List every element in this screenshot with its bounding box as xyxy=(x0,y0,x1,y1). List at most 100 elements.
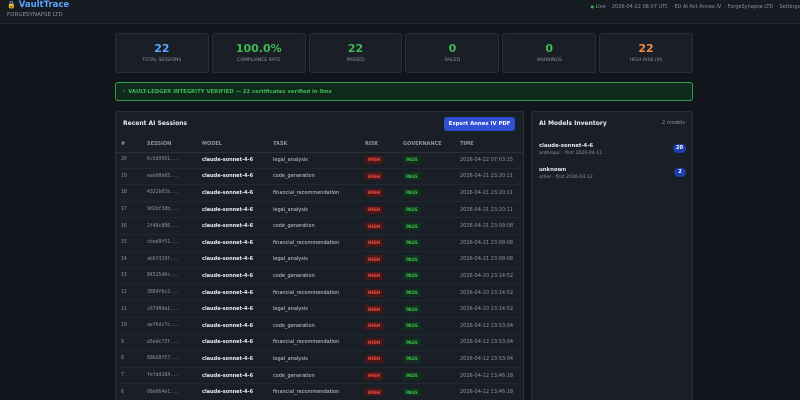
cell: 6 xyxy=(121,389,124,395)
cell: PASS xyxy=(403,371,460,380)
model-item: claude-sonnet-4-6 anthropic · first 2026-… xyxy=(532,143,692,169)
cell: 13 xyxy=(121,273,127,279)
panel-title: Recent AI Sessions xyxy=(123,120,188,127)
cell: 2026-04-21 23:09:08 xyxy=(460,239,514,246)
cell: financial_recommendation xyxy=(273,289,340,296)
cell: 2026-04-12 13:46:18 xyxy=(460,372,514,379)
stat-value: 0 xyxy=(545,42,554,55)
risk-badge: HIGH xyxy=(365,354,384,363)
cell: PASS xyxy=(403,155,460,164)
cell: 19 xyxy=(121,173,127,179)
governance-badge: PASS xyxy=(403,222,421,231)
sessions-panel: Recent AI Sessions Export Annex IV PDF #… xyxy=(115,111,524,400)
cell: code_generation xyxy=(273,223,315,230)
cell: 20 xyxy=(121,157,127,163)
session-row: 20 6c5d9561... claude-sonnet-4-6 legal_anal… xyxy=(116,152,523,169)
cell: legal_analysis xyxy=(273,156,308,163)
cell: HIGH xyxy=(365,205,403,214)
cell: 2026-04-20 23:14:52 xyxy=(460,289,514,296)
risk-badge: HIGH xyxy=(365,255,384,264)
stat-value: 0 xyxy=(448,42,457,55)
cell: financial_recommendation xyxy=(273,239,340,246)
cell: 7 xyxy=(121,373,124,379)
brand: VaultTrace xyxy=(7,0,69,10)
governance-badge: PASS xyxy=(403,321,421,330)
stat-card: 100.0% COMPLIANCE RATE xyxy=(211,33,306,73)
cell: claude-sonnet-4-6 xyxy=(202,256,254,263)
export-button[interactable]: Export Annex IV PDF xyxy=(444,117,515,131)
governance-badge: PASS xyxy=(403,238,421,247)
cell: claude-sonnet-4-6 xyxy=(202,306,254,313)
cell: financial_recommendation xyxy=(273,189,340,196)
governance-badge: PASS xyxy=(403,371,421,380)
cell: c6740da1... xyxy=(147,306,179,312)
cell: HIGH xyxy=(365,371,403,380)
cell: 16 xyxy=(121,223,127,229)
risk-badge: HIGH xyxy=(365,288,384,297)
model-name: unknown xyxy=(539,167,567,173)
cell: PASS xyxy=(403,188,460,197)
governance-badge: PASS xyxy=(403,271,421,280)
governance-badge: PASS xyxy=(403,205,421,214)
stat-value: 22 xyxy=(638,42,654,55)
session-row: 13 84525d6c... claude-sonnet-4-6 code_gener… xyxy=(116,268,523,285)
cell: legal_analysis xyxy=(273,306,308,313)
risk-badge: HIGH xyxy=(365,222,384,231)
stats: 22 TOTAL SESSIONS 100.0% COMPLIANCE RATE 22 P… xyxy=(115,33,693,73)
cell: legal_analysis xyxy=(273,206,308,213)
cell: HIGH xyxy=(365,338,403,347)
governance-badge: PASS xyxy=(403,288,421,297)
cell: claude-sonnet-4-6 xyxy=(202,372,254,379)
cell: 2026-04-12 13:46:18 xyxy=(460,389,514,396)
cell: 2026-04-22 07:03:15 xyxy=(460,156,514,163)
governance-badge: PASS xyxy=(403,188,421,197)
stat-label: FAILED xyxy=(444,58,461,63)
cell: 2026-04-21 23:20:11 xyxy=(460,173,514,180)
cell: 9d2bf3db... xyxy=(147,207,179,213)
cell: 9 xyxy=(121,339,124,345)
stat-value: 22 xyxy=(347,42,364,55)
cell: claude-sonnet-4-6 xyxy=(202,156,254,163)
model-meta: anthropic · first 2026-04-11 xyxy=(539,151,603,156)
risk-badge: HIGH xyxy=(365,388,384,397)
cell: PASS xyxy=(403,271,460,280)
cell: HIGH xyxy=(365,172,403,181)
session-row: 17 9d2bf3db... claude-sonnet-4-6 legal_anal… xyxy=(116,202,523,219)
cell: 2026-04-21 23:09:08 xyxy=(460,256,514,263)
cell: eedd0b65... xyxy=(147,173,179,179)
cell: 4322b01b... xyxy=(147,190,179,196)
cell: 2026-04-21 23:09:08 xyxy=(460,223,514,230)
cell: HIGH xyxy=(365,354,403,363)
cell: aef6dc7c... xyxy=(147,323,179,329)
stat-value: 22 xyxy=(154,42,170,55)
cell: claude-sonnet-4-6 xyxy=(202,355,254,362)
stat-label: TOTAL SESSIONS xyxy=(142,58,182,63)
risk-badge: HIGH xyxy=(365,305,384,314)
session-row: 16 2f48c886... claude-sonnet-4-6 code_gener… xyxy=(116,218,523,235)
cell: HIGH xyxy=(365,255,403,264)
cell: PASS xyxy=(403,288,460,297)
cell: 2026-04-12 13:53:04 xyxy=(460,355,514,362)
model-count: 2 models xyxy=(662,120,685,126)
cell: PASS xyxy=(403,172,460,181)
cell: 12 xyxy=(121,290,127,296)
cell: 84525d6c... xyxy=(147,273,179,279)
cell: legal_analysis xyxy=(273,355,308,362)
cell: claude-sonnet-4-6 xyxy=(202,173,254,180)
cell: fefdd184... xyxy=(147,373,179,379)
session-row: 12 3884f6c2... claude-sonnet-4-6 financial_… xyxy=(116,285,523,302)
model-badge: 2 xyxy=(674,168,686,177)
risk-badge: HIGH xyxy=(365,188,384,197)
cell: HIGH xyxy=(365,188,403,197)
cell: PASS xyxy=(403,205,460,214)
governance-badge: PASS xyxy=(403,155,421,164)
governance-badge: PASS xyxy=(403,338,421,347)
column-header: SESSION xyxy=(147,140,172,147)
governance-badge: PASS xyxy=(403,255,421,264)
stat-card: 0 FAILED xyxy=(405,33,500,73)
risk-badge: HIGH xyxy=(365,205,384,214)
status-item[interactable]: Settings xyxy=(776,4,800,10)
cell: 09a064e1... xyxy=(147,389,179,395)
risk-badge: HIGH xyxy=(365,371,384,380)
cell: 8 xyxy=(121,356,124,362)
